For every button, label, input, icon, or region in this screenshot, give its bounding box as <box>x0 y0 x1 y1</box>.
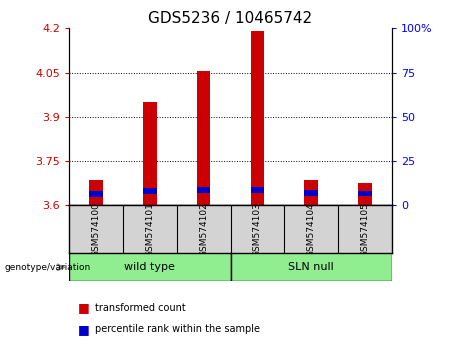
Text: GSM574100: GSM574100 <box>92 202 100 257</box>
Text: SLN null: SLN null <box>288 262 334 272</box>
Text: GSM574104: GSM574104 <box>307 202 316 257</box>
Text: transformed count: transformed count <box>95 303 185 313</box>
Bar <box>197 71 210 205</box>
Bar <box>251 187 264 193</box>
Bar <box>304 190 318 195</box>
Bar <box>89 180 103 205</box>
Bar <box>358 190 372 196</box>
Text: GSM574102: GSM574102 <box>199 202 208 257</box>
Bar <box>69 253 230 281</box>
Title: GDS5236 / 10465742: GDS5236 / 10465742 <box>148 11 313 26</box>
Text: ■: ■ <box>78 323 90 336</box>
Text: percentile rank within the sample: percentile rank within the sample <box>95 324 260 334</box>
Text: GSM574105: GSM574105 <box>361 202 369 257</box>
Text: wild type: wild type <box>124 262 175 272</box>
Bar <box>143 188 157 194</box>
Text: genotype/variation: genotype/variation <box>5 263 91 272</box>
Bar <box>89 191 103 197</box>
Bar <box>230 253 392 281</box>
Bar <box>143 102 157 205</box>
Text: ■: ■ <box>78 302 90 314</box>
Text: GSM574103: GSM574103 <box>253 202 262 257</box>
Bar <box>197 187 210 193</box>
Bar <box>358 183 372 205</box>
Bar <box>251 31 264 205</box>
Text: GSM574101: GSM574101 <box>145 202 154 257</box>
Bar <box>304 180 318 205</box>
